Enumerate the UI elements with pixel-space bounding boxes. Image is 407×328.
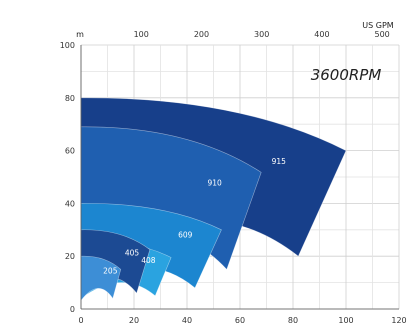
y-tick-label: 40 xyxy=(65,199,75,208)
top-x-tick-label: 500 xyxy=(374,30,389,39)
top-x-tick-label: 400 xyxy=(314,30,329,39)
x-tick-label: 40 xyxy=(182,316,192,325)
series-label-408: 408 xyxy=(141,256,156,265)
top-x-tick-label: 200 xyxy=(194,30,209,39)
x-tick-label: 80 xyxy=(288,316,298,325)
x-tick-label: 100 xyxy=(338,316,353,325)
x-tick-label: 0 xyxy=(78,316,83,325)
series-label-205: 205 xyxy=(103,266,118,275)
x-tick-label: 120 xyxy=(391,316,406,325)
series-label-910: 910 xyxy=(207,178,222,187)
y-tick-label: 100 xyxy=(60,41,75,50)
series-label-609: 609 xyxy=(178,231,193,240)
series-areas xyxy=(80,97,347,302)
top-x-tick-label: 300 xyxy=(254,30,269,39)
y-tick-label: 20 xyxy=(65,252,75,261)
top-x-tick-label: 100 xyxy=(134,30,149,39)
y-tick-label: 0 xyxy=(70,305,75,314)
y-tick-label: 60 xyxy=(65,147,75,156)
top-x-axis-unit: US GPM xyxy=(362,21,394,30)
x-tick-label: 20 xyxy=(129,316,139,325)
axes: 0 20 40 60 80 100 0 20 40 60 80 100 120 100 200 300 400 5… xyxy=(60,30,407,325)
y-axis-unit: m xyxy=(76,30,84,39)
x-tick-label: 60 xyxy=(235,316,245,325)
series-area-205 xyxy=(80,255,122,302)
series-label-915: 915 xyxy=(272,157,287,166)
rpm-label: 3600RPM xyxy=(311,66,382,84)
y-tick-label: 80 xyxy=(65,94,75,103)
series-label-405: 405 xyxy=(125,249,140,258)
